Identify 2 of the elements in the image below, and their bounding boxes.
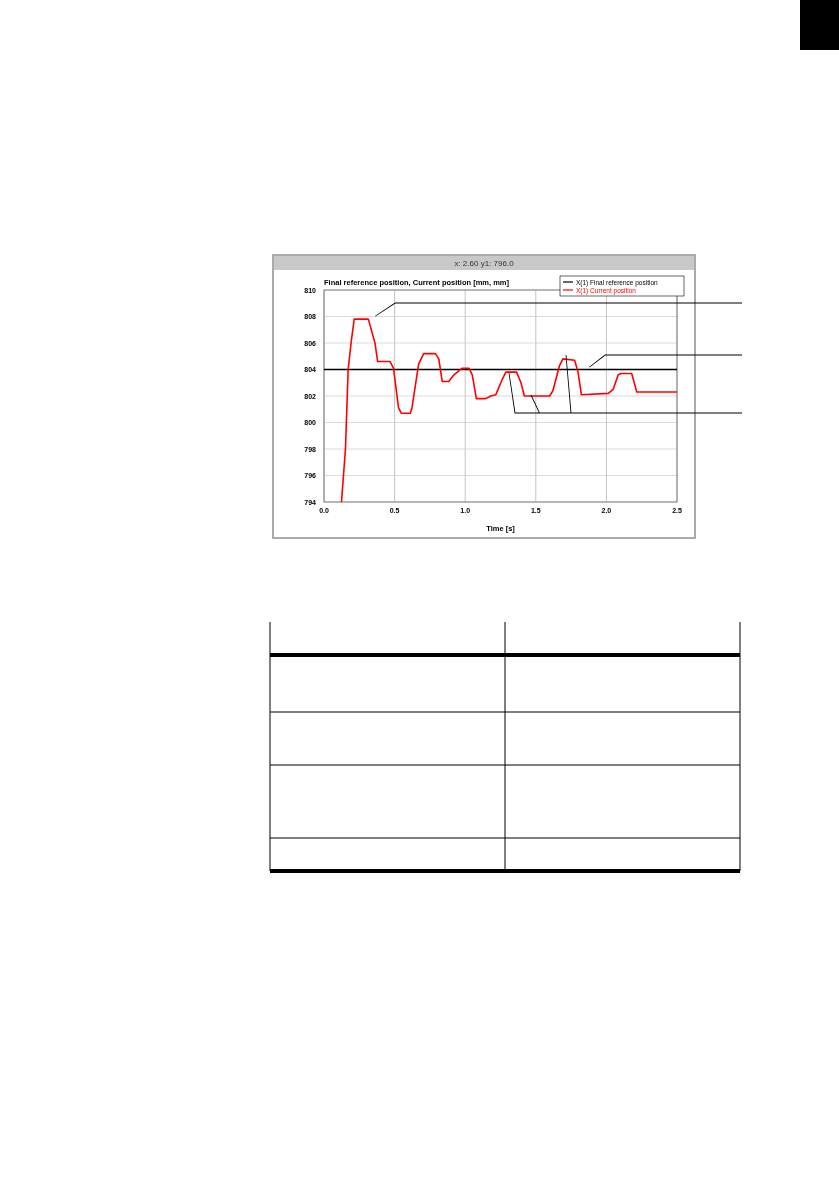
text: x: 2.60 y1: 796.0	[454, 259, 515, 268]
line-series	[340, 318, 678, 503]
